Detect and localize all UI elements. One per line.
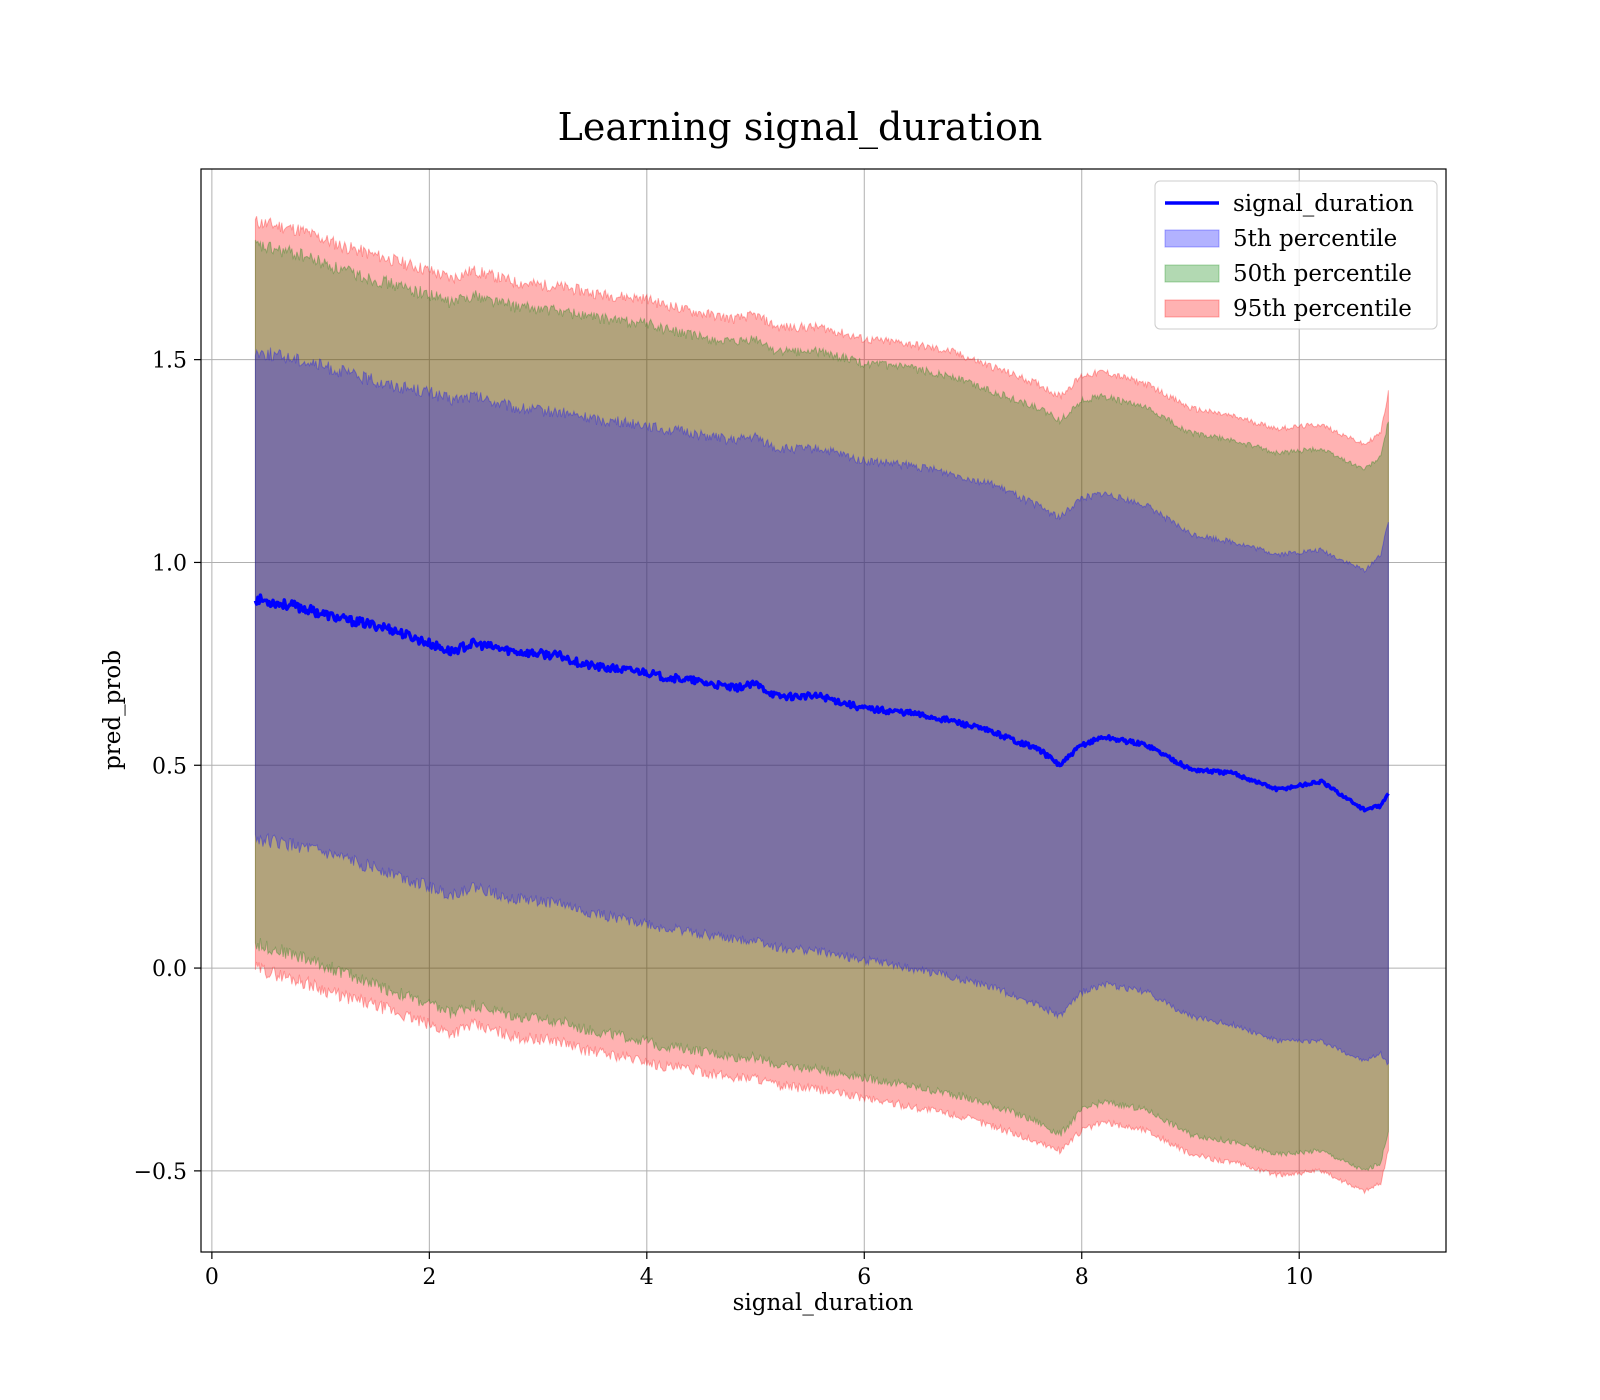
x-tick-label: 2 — [422, 1265, 436, 1290]
x-tick-label: 8 — [1075, 1265, 1089, 1290]
x-tick-label: 10 — [1285, 1265, 1313, 1290]
y-tick-label: 0.5 — [152, 754, 187, 779]
legend-swatch — [1164, 299, 1220, 318]
x-tick-label: 4 — [640, 1265, 654, 1290]
legend-swatch — [1164, 229, 1220, 248]
series-lines — [253, 593, 1390, 813]
legend-label: signal_duration — [1233, 191, 1414, 217]
x-axis-ticks: 0 2 4 6 8 10 — [205, 1252, 1313, 1290]
y-tick-label: 0.0 — [152, 957, 187, 982]
plot-frame — [200, 168, 1447, 1253]
legend-label: 95th percentile — [1233, 296, 1412, 322]
legend-box — [1154, 180, 1438, 330]
x-tick-label: 6 — [857, 1265, 871, 1290]
chart-title: Learning signal_duration — [558, 105, 1043, 150]
grid-lines — [201, 169, 1446, 1252]
y-axis-label: pred_prob — [100, 650, 126, 770]
band-95th-percentile — [254, 216, 1389, 1195]
x-axis-label: signal_duration — [733, 1290, 914, 1316]
x-tick-label: 0 — [205, 1265, 219, 1290]
y-tick-label: 1.5 — [152, 349, 187, 374]
band-5th-percentile — [254, 347, 1389, 1066]
y-axis-ticks: −0.5 0.0 0.5 1.0 1.5 — [134, 349, 201, 1185]
legend-swatch — [1164, 264, 1220, 283]
legend: signal_duration 5th percentile 50th percen… — [1154, 180, 1438, 330]
y-tick-label: −0.5 — [134, 1160, 187, 1185]
percentile-bands — [254, 216, 1389, 1195]
legend-label: 5th percentile — [1233, 226, 1397, 252]
band-50th-percentile — [254, 239, 1389, 1172]
y-tick-label: 1.0 — [152, 551, 187, 576]
series-line-signal_duration — [253, 593, 1390, 813]
legend-label: 50th percentile — [1233, 261, 1412, 287]
